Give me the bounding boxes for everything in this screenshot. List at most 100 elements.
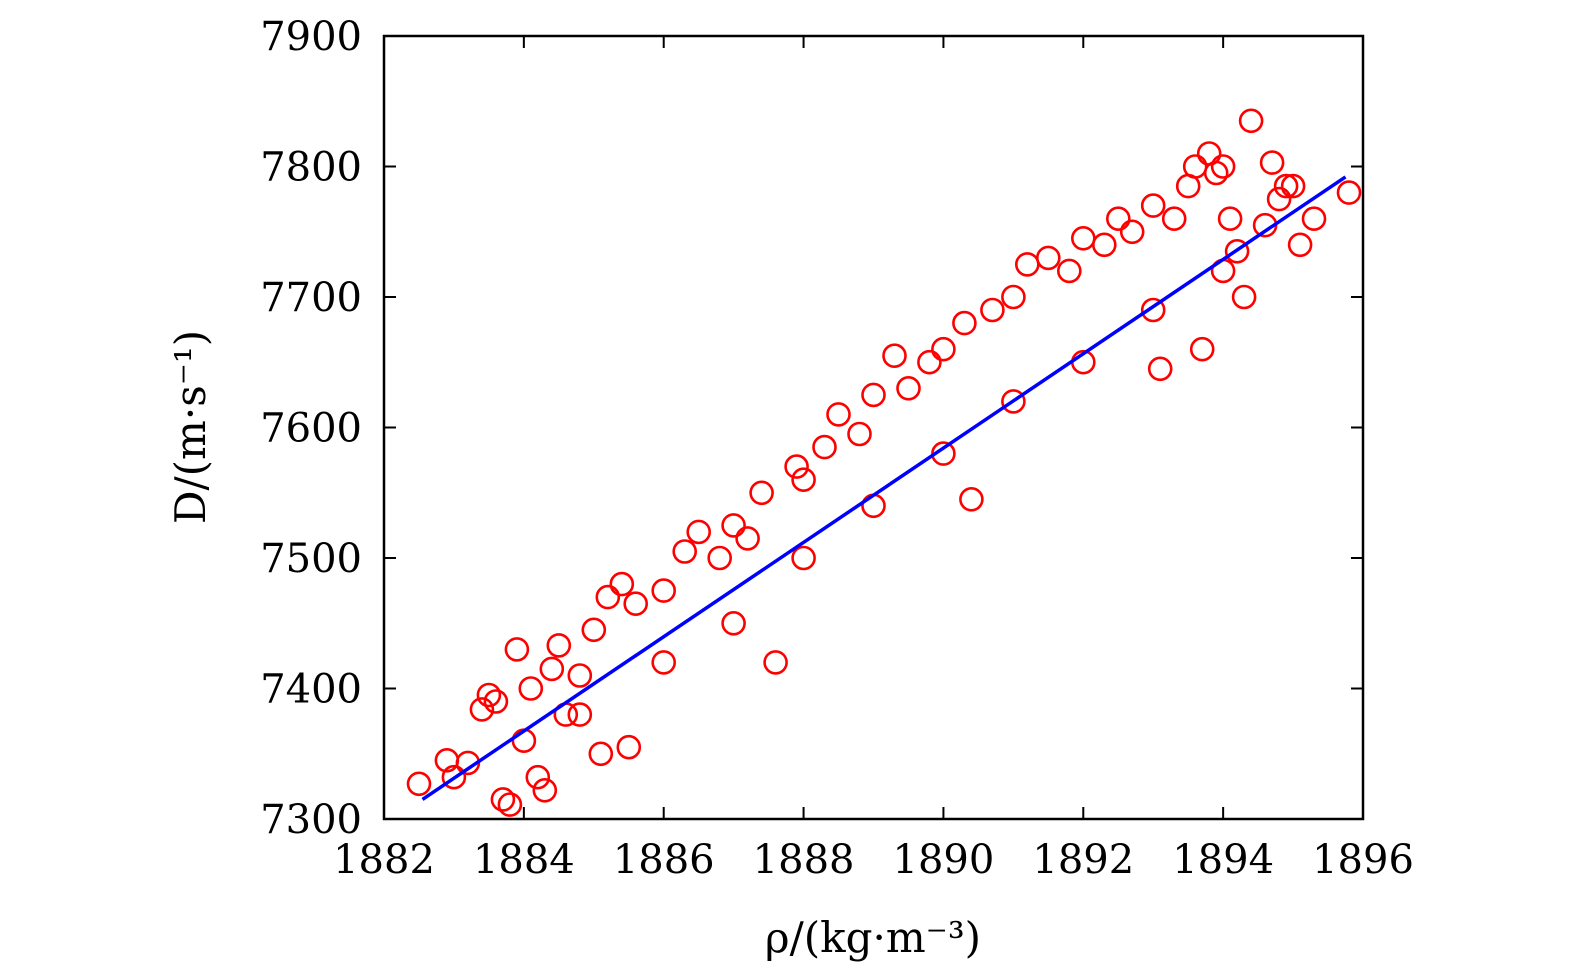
scatter-point-45 (1001, 284, 1026, 310)
scatter-point-21 (616, 734, 642, 760)
x-axis-label: ρ/(kg·m⁻³) (765, 913, 981, 962)
scatter-point-19 (595, 584, 621, 610)
scatter-point-12 (525, 764, 551, 790)
x-axis-ticks (383, 36, 1364, 819)
scatter-point-74 (567, 702, 593, 727)
scatter-point-34 (812, 434, 837, 460)
scatter-point-11 (518, 676, 544, 701)
x-tick-label-3: 1888 (753, 837, 855, 883)
x-tick-label-5: 1892 (1032, 837, 1134, 883)
x-tick-label-4: 1890 (893, 837, 995, 883)
scatter-point-20 (588, 741, 614, 767)
scatter-point-49 (1071, 226, 1096, 251)
scatter-point-68 (1266, 186, 1292, 212)
x-tick-label-7: 1896 (1312, 837, 1414, 883)
scatter-point-36 (847, 421, 872, 447)
scatter-point-80 (1001, 389, 1026, 414)
scatter-point-71 (1287, 232, 1313, 258)
scatter-point-43 (959, 486, 984, 512)
scatter-point-42 (952, 310, 977, 336)
scatter-point-30 (749, 480, 774, 506)
scatter-point-22 (609, 571, 635, 597)
scatter-point-52 (1119, 219, 1145, 245)
scatter-point-72 (1301, 206, 1327, 231)
scatter-point-57 (1182, 154, 1208, 179)
scatter-point-78 (861, 493, 886, 519)
y-axis-label: D/(m·s⁻¹) (166, 330, 215, 524)
scatter-point-67 (1259, 150, 1285, 175)
scatter-point-51 (1106, 206, 1131, 231)
scatter-point-23 (623, 591, 649, 617)
scatter-point-76 (721, 610, 746, 636)
scatter-point-41 (931, 336, 956, 362)
scatter-point-28 (721, 513, 746, 538)
scatter-point-32 (784, 454, 809, 479)
scatter-point-73 (1336, 180, 1362, 205)
scatter-point-39 (896, 375, 921, 401)
plot-frame (382, 34, 1365, 821)
scatter-point-4 (469, 697, 495, 722)
scatter-point-58 (1189, 336, 1215, 362)
scatter-point-69 (1273, 173, 1299, 199)
scatter-point-14 (539, 656, 565, 682)
scatter-point-75 (651, 650, 677, 675)
scatter-point-77 (791, 545, 816, 571)
scatter-point-35 (826, 402, 851, 427)
scatter-point-18 (581, 617, 607, 643)
scatter-point-64 (1231, 284, 1257, 310)
scatter-point-33 (791, 467, 816, 493)
y-tick-label-0: 7300 (260, 797, 362, 843)
scatter-point-82 (1140, 297, 1166, 323)
scatter-point-0 (406, 771, 432, 797)
scatter-point-50 (1092, 232, 1117, 258)
y-tick-label-6: 7900 (260, 14, 362, 60)
x-tick-label-6: 1894 (1172, 837, 1274, 883)
scatter-point-44 (980, 297, 1005, 323)
scatter-point-46 (1015, 252, 1040, 277)
scatter-point-47 (1036, 245, 1061, 271)
x-tick-label-2: 1886 (613, 837, 715, 883)
scatter-point-62 (1217, 206, 1243, 231)
y-tick-label-1: 7400 (260, 667, 362, 713)
y-tick-label-4: 7700 (260, 275, 362, 321)
x-axis-tick-labels: 1882 1884 1886 1888 1890 1892 1894 1896 (333, 837, 1414, 883)
scatter-point-17 (567, 663, 593, 688)
scatter-point-48 (1057, 258, 1082, 284)
scatter-point-60 (1203, 160, 1229, 186)
scatter-point-15 (546, 633, 572, 658)
y-tick-label-3: 7600 (260, 406, 362, 452)
scatter-point-63 (1224, 239, 1250, 264)
scatter-point-61 (1210, 154, 1236, 179)
scatter-point-54 (1147, 356, 1173, 382)
scatter-point-25 (672, 539, 698, 564)
scatter-point-13 (532, 777, 558, 803)
scatter-point-55 (1161, 206, 1187, 231)
scatter-points (406, 108, 1362, 817)
fit-line-layer (421, 175, 1347, 801)
scatter-point-24 (651, 578, 677, 603)
scatter-point-6 (483, 689, 509, 714)
scatter-point-38 (882, 343, 907, 369)
fit-line (421, 175, 1347, 801)
scatter-point-31 (763, 650, 788, 675)
scatter-point-8 (497, 792, 523, 817)
scatter-point-65 (1238, 108, 1264, 134)
scatter-point-37 (861, 382, 886, 408)
scatter-point-7 (490, 787, 516, 812)
scatter-point-53 (1140, 193, 1166, 218)
scatter-point-9 (504, 637, 530, 662)
scatter-point-2 (441, 764, 467, 790)
y-axis-tick-labels: 7300 7400 7500 7600 7700 7800 7900 (260, 14, 362, 843)
x-tick-label-0: 1882 (333, 837, 435, 883)
y-tick-label-2: 7500 (260, 536, 362, 582)
scatter-point-27 (707, 545, 733, 571)
x-tick-label-1: 1884 (473, 837, 575, 883)
scatter-point-5 (476, 682, 502, 708)
scatter-point-26 (686, 519, 712, 545)
scatter-point-70 (1280, 173, 1306, 199)
y-axis-ticks (384, 35, 1363, 820)
scatter-point-40 (917, 349, 942, 375)
scatter-point-29 (735, 526, 760, 551)
